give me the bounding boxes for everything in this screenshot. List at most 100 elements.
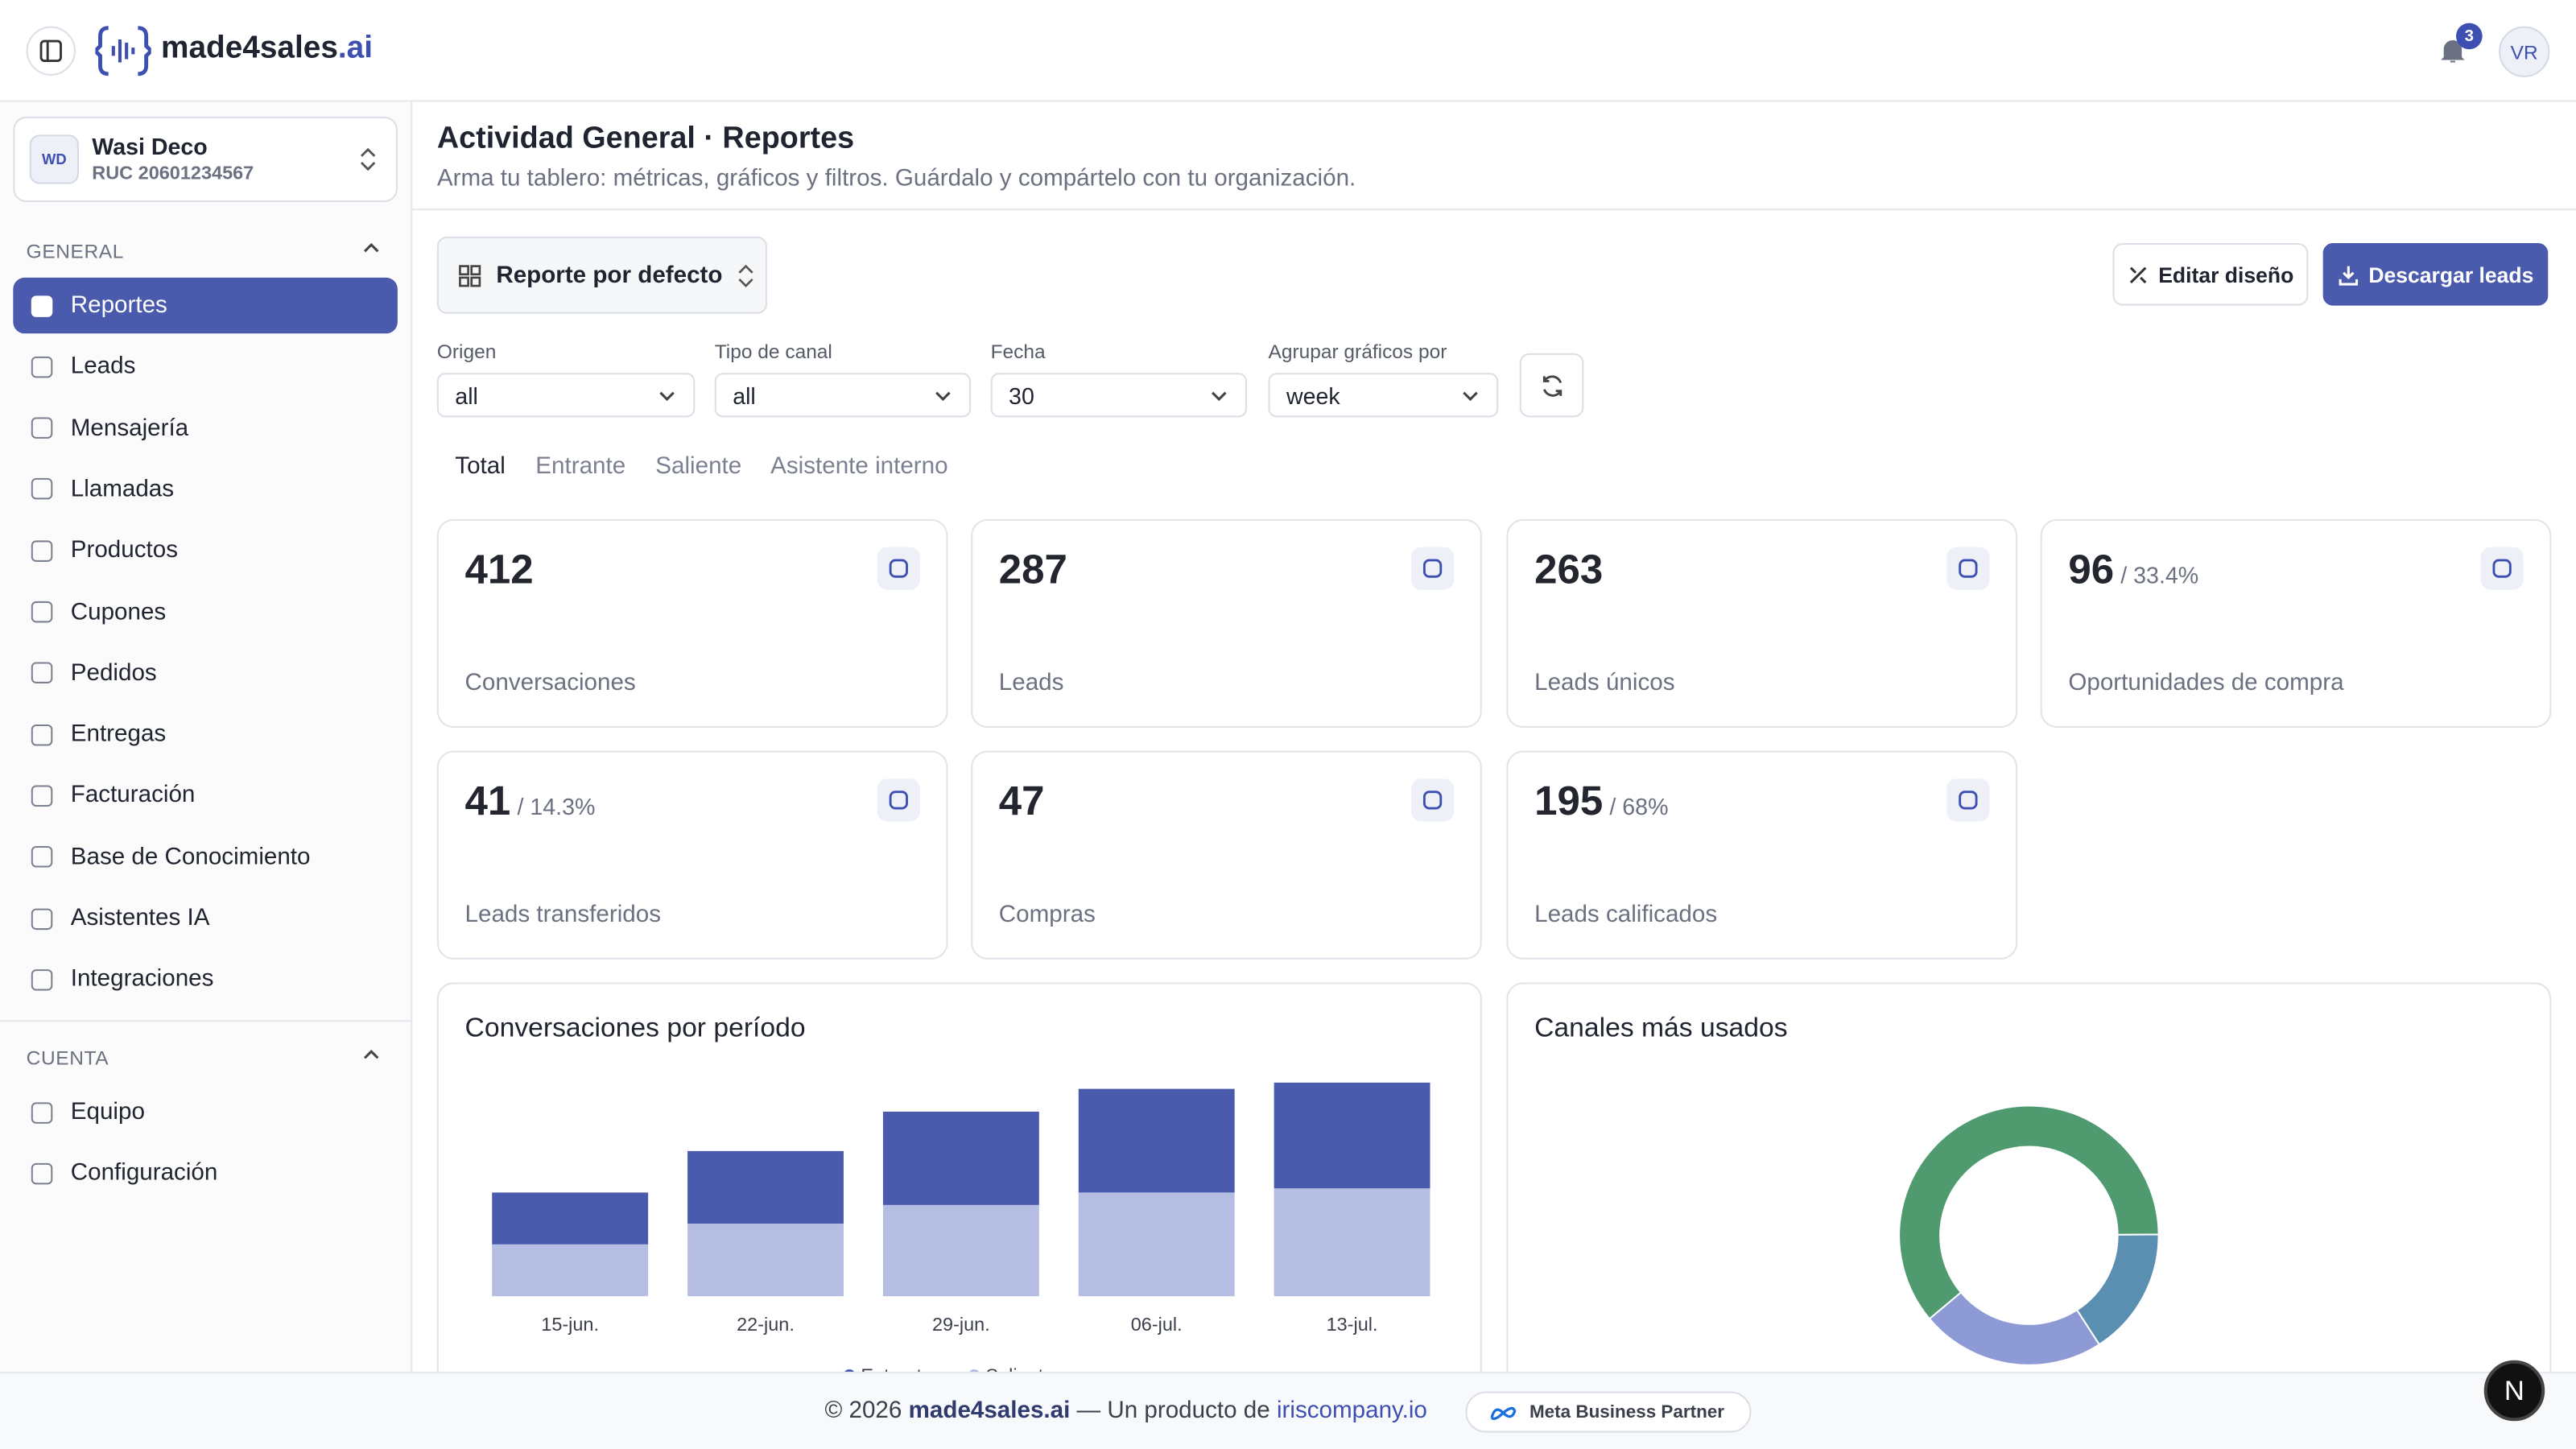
nav-label: Leads bbox=[70, 353, 136, 381]
tab[interactable]: Total bbox=[455, 453, 506, 480]
download-leads-button[interactable]: Descargar leads bbox=[2322, 243, 2549, 306]
icon-glyph bbox=[1422, 791, 1443, 810]
bar-segment bbox=[687, 1150, 844, 1224]
tab[interactable]: Entrante bbox=[535, 453, 626, 480]
nav-item[interactable]: Pedidos bbox=[13, 646, 398, 701]
kpi-card: 287 Leads bbox=[971, 518, 1482, 729]
org-name: Wasi Deco bbox=[92, 133, 208, 159]
nav-icon bbox=[31, 724, 53, 745]
nav-item[interactable]: Base de Conocimiento bbox=[13, 829, 398, 885]
bar-segment bbox=[492, 1244, 649, 1297]
divider bbox=[0, 1020, 411, 1022]
edit-icon bbox=[2129, 266, 2146, 283]
kpi-card: 41/ 14.3% Leads transferidos bbox=[436, 750, 948, 960]
org-switcher[interactable]: WD Wasi Deco RUC 20601234567 bbox=[13, 116, 398, 203]
kpi-percent: / 68% bbox=[1609, 793, 1669, 820]
footer-link[interactable]: iriscompany.io bbox=[1276, 1397, 1427, 1425]
kpi-card: 195/ 68% Leads calificados bbox=[1506, 750, 2018, 960]
avatar[interactable]: VR bbox=[2499, 26, 2550, 77]
nav-label: Configuración bbox=[70, 1160, 218, 1187]
chart-title: Canales más usados bbox=[1534, 1013, 1788, 1043]
filter-select[interactable]: week bbox=[1268, 373, 1499, 418]
nav-label: Productos bbox=[70, 537, 179, 564]
nav-item[interactable]: Llamadas bbox=[13, 461, 398, 517]
section-toggle[interactable] bbox=[360, 1043, 383, 1067]
filter-select[interactable]: all bbox=[714, 373, 972, 418]
notification-badge: 3 bbox=[2455, 23, 2483, 50]
nav-item[interactable]: Integraciones bbox=[13, 952, 398, 1007]
sidebar-toggle[interactable] bbox=[26, 26, 76, 76]
filter-select[interactable]: all bbox=[436, 373, 696, 418]
badge-text: Meta Business Partner bbox=[1529, 1402, 1725, 1422]
bar-segment bbox=[1274, 1188, 1430, 1297]
kpi-icon bbox=[1946, 547, 1990, 590]
nav-item[interactable]: Asistentes IA bbox=[13, 890, 398, 946]
sidebar: WD Wasi Deco RUC 20601234567 GENERAL Repo… bbox=[0, 101, 413, 1449]
kpi-label: Leads calificados bbox=[1534, 902, 1718, 929]
edit-layout-button[interactable]: Editar diseño bbox=[2112, 243, 2309, 306]
bell-icon[interactable] bbox=[2438, 36, 2468, 66]
kpi-number: 41 bbox=[464, 778, 511, 825]
chevron-down bbox=[1212, 390, 1227, 401]
nav-icon bbox=[31, 295, 53, 316]
bar-segment bbox=[1078, 1088, 1235, 1193]
kpi-label: Oportunidades de compra bbox=[2068, 670, 2344, 697]
nav-item[interactable]: Facturación bbox=[13, 768, 398, 824]
kpi-value: 41/ 14.3% bbox=[465, 778, 596, 826]
kpi-value: 287 bbox=[999, 547, 1067, 595]
nav-item[interactable]: Reportes bbox=[13, 277, 398, 334]
x-tick-label: 29-jun. bbox=[932, 1314, 990, 1335]
kpi-value: 96/ 33.4% bbox=[2068, 547, 2198, 595]
nav-icon bbox=[31, 663, 53, 684]
bar-segment bbox=[882, 1204, 1039, 1297]
kpi-card: 47 Compras bbox=[971, 750, 1482, 960]
page-subtitle: Arma tu tablero: métricas, gráficos y fi… bbox=[436, 166, 1356, 192]
tab[interactable]: Saliente bbox=[655, 453, 742, 480]
nav-item[interactable]: Leads bbox=[13, 339, 398, 394]
nav-icon bbox=[31, 968, 53, 991]
nav-icon bbox=[31, 601, 53, 623]
nav-item[interactable]: Entregas bbox=[13, 707, 398, 762]
nav-item[interactable]: Equipo bbox=[13, 1084, 398, 1140]
tab[interactable]: Asistente interno bbox=[770, 453, 948, 480]
nav-item[interactable]: Mensajería bbox=[13, 400, 398, 456]
bar-segment bbox=[1078, 1192, 1235, 1297]
filter-label: Agrupar gráficos por bbox=[1268, 340, 1447, 364]
nav-icon bbox=[31, 356, 53, 378]
section-title: CUENTA bbox=[26, 1046, 109, 1070]
filter-value: all bbox=[455, 382, 478, 409]
nav-item[interactable]: Configuración bbox=[13, 1146, 398, 1201]
nav-label: Base de Conocimiento bbox=[70, 844, 311, 870]
section-toggle[interactable] bbox=[360, 237, 383, 260]
refresh-button[interactable] bbox=[1519, 353, 1584, 418]
kpi-icon bbox=[877, 778, 920, 822]
kpi-label: Leads transferidos bbox=[464, 902, 662, 929]
chart-title: Conversaciones por período bbox=[464, 1013, 806, 1043]
nav-icon bbox=[31, 907, 53, 930]
kpi-icon bbox=[2480, 547, 2524, 590]
nav-label: Reportes bbox=[70, 292, 167, 319]
filter-value: all bbox=[733, 382, 756, 409]
nav-icon bbox=[31, 539, 53, 562]
nav-item[interactable]: Productos bbox=[13, 522, 398, 578]
chevrons bbox=[737, 263, 753, 287]
nav-label: Mensajería bbox=[70, 415, 189, 442]
kpi-icon bbox=[1411, 547, 1455, 590]
nav-label: Entregas bbox=[70, 721, 167, 748]
nav-icon bbox=[31, 417, 53, 440]
kpi-label: Leads bbox=[998, 670, 1064, 697]
button-label: Descargar leads bbox=[2368, 262, 2534, 287]
footer-middle: — Un producto de bbox=[1076, 1397, 1270, 1425]
kpi-icon bbox=[877, 547, 920, 590]
bar-chart: 15-jun.22-jun.29-jun.06-jul.13-jul.Entra… bbox=[492, 1082, 1430, 1385]
filter-select[interactable]: 30 bbox=[990, 373, 1247, 418]
meta-icon bbox=[1490, 1406, 1517, 1419]
kpi-label: Compras bbox=[998, 902, 1096, 929]
report-select[interactable]: Reporte por defecto bbox=[436, 236, 768, 314]
nav-item[interactable]: Cupones bbox=[13, 584, 398, 640]
bar-segment bbox=[1274, 1082, 1430, 1189]
dev-badge[interactable]: N bbox=[2483, 1360, 2545, 1422]
kpi-value: 263 bbox=[1534, 547, 1603, 595]
kpi-icon bbox=[1411, 778, 1455, 822]
